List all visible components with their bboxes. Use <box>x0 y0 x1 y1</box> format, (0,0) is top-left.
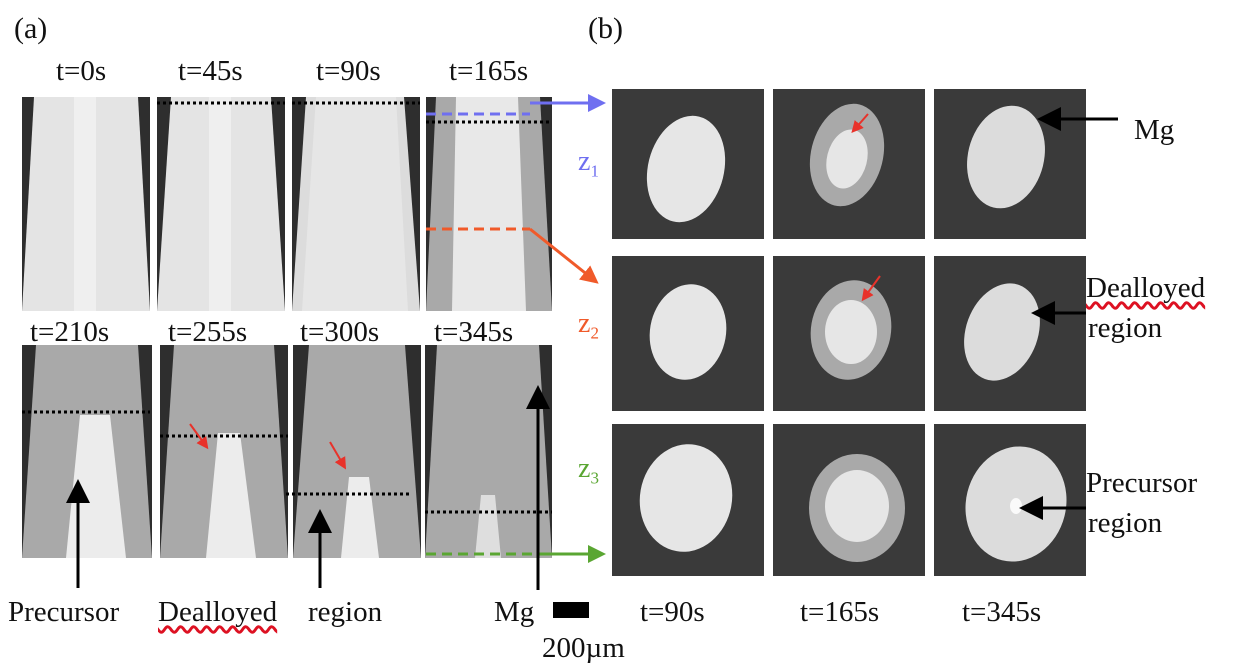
scale-label: 200µm <box>542 632 625 664</box>
micrograph-t165 <box>426 97 552 311</box>
micrograph-t210 <box>22 345 152 558</box>
micrograph-t300 <box>293 345 421 558</box>
panel-a-label: (a) <box>14 12 48 45</box>
panel-b-label: (b) <box>588 12 623 45</box>
time-label-90: t=90s <box>316 55 381 87</box>
annotation-dealloyed: Dealloyed <box>1086 272 1206 304</box>
time-label-255: t=255s <box>168 316 248 348</box>
micrograph-t345 <box>425 345 552 558</box>
scale-bar <box>553 602 589 618</box>
z2-label: z2 <box>578 308 599 343</box>
cross-section-z1-t345 <box>934 89 1086 239</box>
cross-section-z3-t165 <box>773 424 925 576</box>
col-time-345: t=345s <box>962 596 1042 628</box>
cross-section-z2-t165 <box>773 256 925 411</box>
time-label-165: t=165s <box>449 55 529 87</box>
cross-section-z2-t90 <box>612 256 764 411</box>
annotation-dealloyed-region: region <box>1088 312 1163 344</box>
micrograph-t45 <box>157 97 285 311</box>
cross-section-z2-t345 <box>934 256 1086 411</box>
micrograph-t255 <box>160 345 288 558</box>
cross-section-z1-t165 <box>773 89 925 239</box>
label-region: region <box>308 596 383 628</box>
cross-section-z3-t90 <box>612 424 764 576</box>
label-mg: Mg <box>494 596 535 628</box>
micrograph-t90 <box>292 97 420 311</box>
label-precursor: Precursor <box>8 596 120 628</box>
cross-section-z3-t345 <box>934 424 1086 576</box>
cross-section-z1-t90 <box>612 89 764 239</box>
micrograph-t0 <box>22 97 150 311</box>
time-label-210: t=210s <box>30 316 110 348</box>
time-label-45: t=45s <box>178 55 243 87</box>
time-label-300: t=300s <box>300 316 380 348</box>
annotation-precursor: Precursor <box>1086 467 1198 499</box>
annotation-mg: Mg <box>1134 114 1175 146</box>
z3-label: z3 <box>578 453 599 488</box>
time-label-345: t=345s <box>434 316 514 348</box>
col-time-165: t=165s <box>800 596 880 628</box>
label-dealloyed: Dealloyed <box>158 596 278 628</box>
time-label-0: t=0s <box>56 55 107 87</box>
z1-label: z1 <box>578 146 599 181</box>
col-time-90: t=90s <box>640 596 705 628</box>
annotation-precursor-region: region <box>1088 507 1163 539</box>
